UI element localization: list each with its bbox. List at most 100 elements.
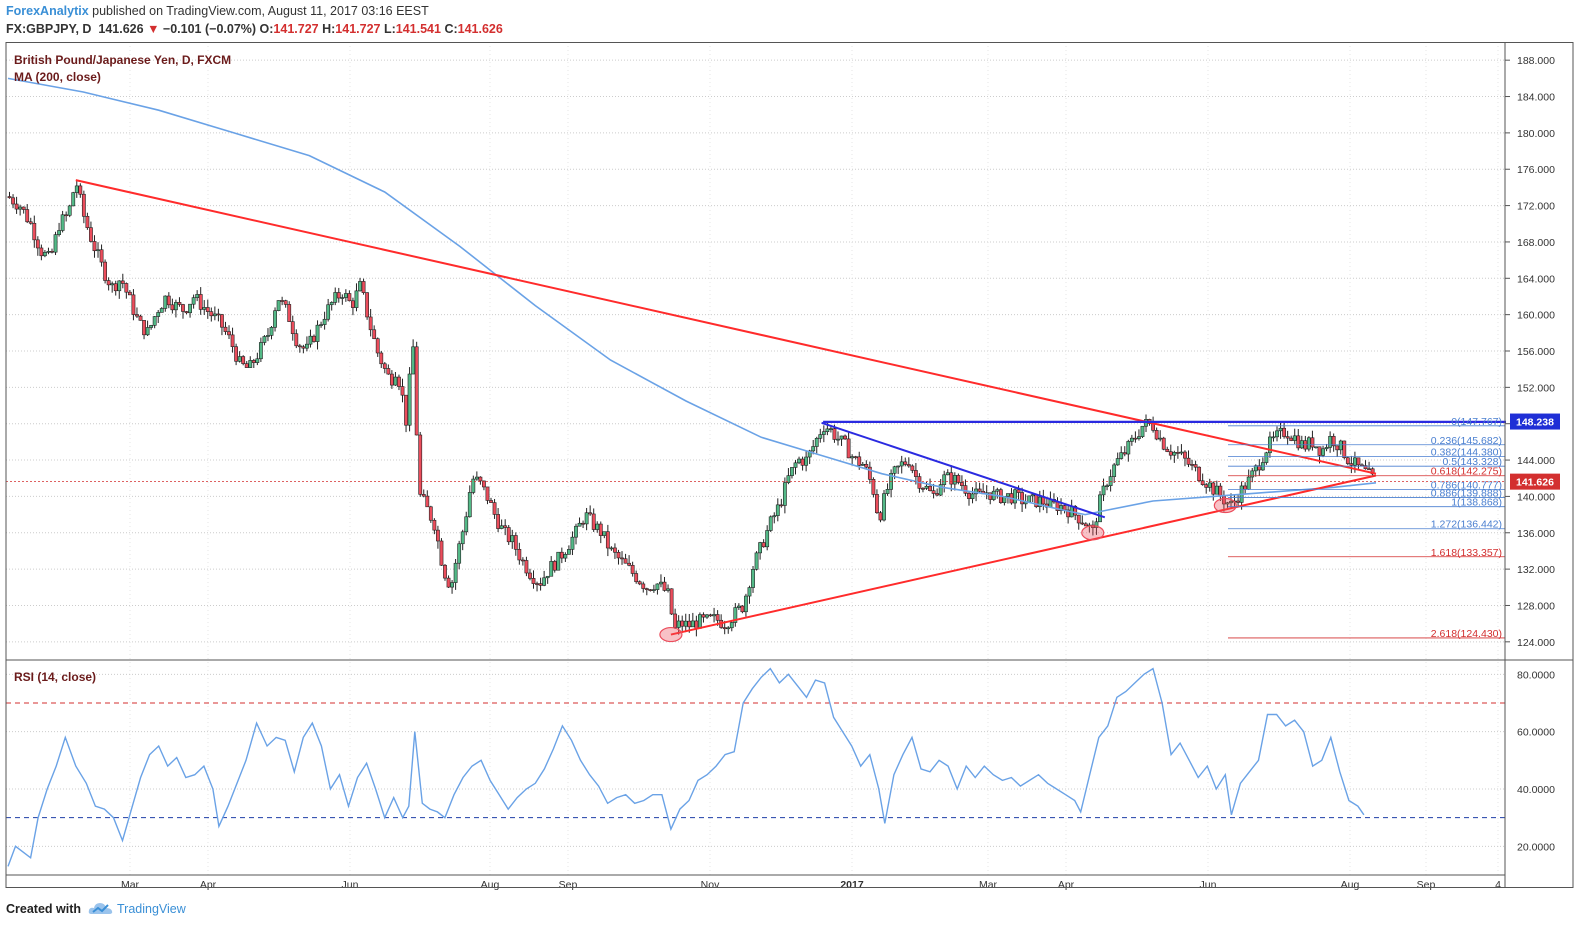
- candle-body[interactable]: [32, 222, 37, 241]
- candle-body[interactable]: [460, 531, 465, 545]
- candle-body[interactable]: [269, 327, 274, 336]
- candle-body[interactable]: [308, 335, 313, 345]
- candle-body[interactable]: [513, 535, 518, 550]
- candle-body[interactable]: [379, 352, 384, 365]
- candle-body[interactable]: [517, 549, 522, 561]
- candle-body[interactable]: [237, 356, 242, 362]
- candle-body[interactable]: [1296, 435, 1301, 449]
- candle-body[interactable]: [1243, 485, 1248, 490]
- candle-body[interactable]: [620, 557, 624, 560]
- candle-body[interactable]: [648, 589, 653, 591]
- candle-body[interactable]: [705, 614, 709, 618]
- candle-body[interactable]: [602, 531, 607, 536]
- candle-body[interactable]: [96, 249, 100, 252]
- candle-body[interactable]: [53, 234, 58, 253]
- candle-body[interactable]: [421, 494, 426, 497]
- candle-body[interactable]: [404, 394, 408, 426]
- candle-body[interactable]: [963, 485, 968, 494]
- candle-body[interactable]: [113, 283, 118, 292]
- candle-body[interactable]: [499, 525, 504, 529]
- candle-body[interactable]: [156, 312, 161, 317]
- candle-body[interactable]: [627, 562, 631, 566]
- candle-body[interactable]: [857, 456, 862, 466]
- candle-body[interactable]: [1367, 468, 1371, 471]
- candle-body[interactable]: [1349, 463, 1354, 466]
- candle-body[interactable]: [588, 512, 593, 515]
- candle-body[interactable]: [443, 564, 447, 579]
- candle-body[interactable]: [690, 620, 695, 628]
- candle-body[interactable]: [1115, 458, 1120, 466]
- candle-body[interactable]: [637, 581, 642, 585]
- candle-body[interactable]: [170, 304, 175, 311]
- candle-body[interactable]: [255, 358, 260, 363]
- candle-body[interactable]: [924, 485, 929, 489]
- candle-body[interactable]: [1306, 437, 1311, 450]
- candle-body[interactable]: [1037, 496, 1042, 508]
- candle-body[interactable]: [1246, 476, 1251, 490]
- candle-body[interactable]: [761, 542, 766, 548]
- candle-body[interactable]: [464, 516, 469, 533]
- candle-body[interactable]: [535, 583, 539, 585]
- candle-body[interactable]: [609, 547, 614, 550]
- candle-body[interactable]: [754, 552, 759, 570]
- candle-body[interactable]: [1342, 440, 1347, 459]
- candle-body[interactable]: [220, 314, 224, 328]
- candle-body[interactable]: [343, 293, 348, 298]
- chart-canvas[interactable]: 188.000 184.000 180.000 176.000 172.000 168.0…: [0, 42, 1579, 896]
- candle-body[interactable]: [329, 302, 334, 306]
- candle-body[interactable]: [549, 561, 554, 577]
- candle-body[interactable]: [198, 294, 203, 310]
- candle-body[interactable]: [21, 206, 26, 210]
- candle-body[interactable]: [1310, 437, 1315, 448]
- candle-body[interactable]: [1158, 437, 1163, 440]
- candle-body[interactable]: [1360, 464, 1364, 467]
- candle-body[interactable]: [184, 311, 189, 314]
- candle-body[interactable]: [1168, 451, 1173, 456]
- candle-body[interactable]: [538, 583, 543, 586]
- candle-body[interactable]: [772, 515, 777, 518]
- candle-body[interactable]: [1278, 427, 1283, 432]
- candle-body[interactable]: [1108, 476, 1113, 486]
- candle-body[interactable]: [117, 280, 122, 292]
- candle-body[interactable]: [1356, 457, 1361, 466]
- candle-body[interactable]: [1253, 465, 1258, 472]
- trendline-descending-red[interactable]: [75, 179, 1377, 475]
- candle-body[interactable]: [382, 363, 387, 369]
- candle-body[interactable]: [1179, 451, 1184, 454]
- candle-body[interactable]: [145, 327, 150, 336]
- candle-body[interactable]: [1289, 437, 1294, 441]
- candle-body[interactable]: [605, 531, 610, 549]
- candle-body[interactable]: [1186, 457, 1191, 465]
- candle-body[interactable]: [234, 346, 239, 362]
- candle-body[interactable]: [598, 523, 603, 536]
- candle-body[interactable]: [867, 466, 872, 480]
- candle-body[interactable]: [453, 562, 458, 583]
- candle-body[interactable]: [478, 476, 483, 482]
- candle-body[interactable]: [142, 320, 146, 336]
- candle-body[interactable]: [1013, 489, 1017, 504]
- candle-body[interactable]: [804, 456, 809, 466]
- candle-body[interactable]: [60, 214, 65, 231]
- candle-body[interactable]: [871, 479, 876, 495]
- candle-body[interactable]: [127, 291, 132, 296]
- symbol-label[interactable]: FX:GBPJPY, D: [6, 22, 92, 36]
- candle-body[interactable]: [347, 293, 352, 302]
- candle-body[interactable]: [786, 475, 791, 483]
- candle-body[interactable]: [528, 572, 532, 579]
- candle-body[interactable]: [1257, 465, 1262, 471]
- candle-body[interactable]: [1282, 427, 1286, 437]
- candle-body[interactable]: [209, 311, 214, 317]
- ma200-line[interactable]: [7, 77, 1377, 516]
- candle-body[interactable]: [74, 185, 79, 193]
- candle-body[interactable]: [467, 492, 472, 518]
- candle-body[interactable]: [485, 486, 490, 501]
- candle-body[interactable]: [393, 376, 398, 386]
- candle-body[interactable]: [740, 605, 745, 613]
- candle-body[interactable]: [616, 551, 621, 559]
- candle-body[interactable]: [1275, 430, 1279, 438]
- candle-body[interactable]: [85, 216, 90, 228]
- candle-body[interactable]: [1076, 514, 1081, 524]
- candle-body[interactable]: [1161, 437, 1166, 450]
- candle-body[interactable]: [1200, 480, 1205, 485]
- candle-body[interactable]: [301, 346, 306, 349]
